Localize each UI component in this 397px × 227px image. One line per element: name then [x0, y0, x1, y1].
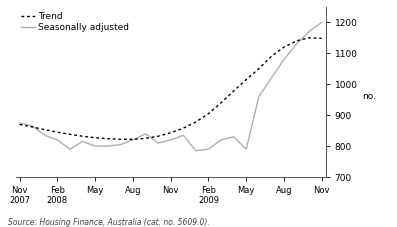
Line: Seasonally adjusted: Seasonally adjusted	[20, 22, 322, 151]
Seasonally adjusted	[67, 148, 72, 151]
Trend	[219, 101, 224, 104]
Seasonally adjusted	[131, 138, 135, 141]
Line: Trend: Trend	[20, 38, 322, 139]
Trend	[105, 137, 110, 140]
Trend	[67, 133, 72, 136]
Seasonally adjusted	[244, 148, 249, 151]
Seasonally adjusted	[118, 143, 123, 146]
Trend	[93, 136, 98, 139]
Seasonally adjusted	[80, 140, 85, 143]
Seasonally adjusted	[294, 43, 299, 45]
Seasonally adjusted	[307, 30, 312, 33]
Seasonally adjusted	[256, 95, 261, 98]
Seasonally adjusted	[42, 134, 47, 137]
Trend	[319, 37, 324, 40]
Legend: Trend, Seasonally adjusted: Trend, Seasonally adjusted	[20, 11, 130, 33]
Trend	[269, 55, 274, 58]
Trend	[294, 39, 299, 42]
Seasonally adjusted	[319, 21, 324, 24]
Trend	[231, 90, 236, 92]
Trend	[256, 67, 261, 70]
Trend	[118, 138, 123, 141]
Text: Source: Housing Finance, Australia (cat. no. 5609.0).: Source: Housing Finance, Australia (cat.…	[8, 218, 210, 227]
Seasonally adjusted	[93, 145, 98, 148]
Trend	[168, 131, 173, 134]
Trend	[206, 112, 211, 115]
Y-axis label: no.: no.	[362, 92, 376, 101]
Trend	[307, 36, 312, 39]
Trend	[244, 78, 249, 81]
Seasonally adjusted	[143, 132, 148, 135]
Trend	[281, 46, 286, 48]
Seasonally adjusted	[206, 148, 211, 151]
Seasonally adjusted	[219, 138, 224, 141]
Trend	[131, 138, 135, 141]
Seasonally adjusted	[193, 149, 198, 152]
Seasonally adjusted	[168, 138, 173, 141]
Trend	[42, 128, 47, 131]
Trend	[143, 137, 148, 140]
Trend	[55, 131, 60, 133]
Seasonally adjusted	[17, 121, 22, 124]
Trend	[156, 135, 160, 138]
Trend	[30, 126, 35, 128]
Trend	[193, 121, 198, 123]
Seasonally adjusted	[181, 134, 186, 137]
Trend	[80, 135, 85, 138]
Seasonally adjusted	[231, 136, 236, 138]
Trend	[17, 123, 22, 126]
Seasonally adjusted	[105, 145, 110, 148]
Seasonally adjusted	[281, 58, 286, 61]
Trend	[181, 127, 186, 130]
Seasonally adjusted	[30, 125, 35, 127]
Seasonally adjusted	[269, 77, 274, 79]
Seasonally adjusted	[55, 138, 60, 141]
Seasonally adjusted	[156, 142, 160, 144]
